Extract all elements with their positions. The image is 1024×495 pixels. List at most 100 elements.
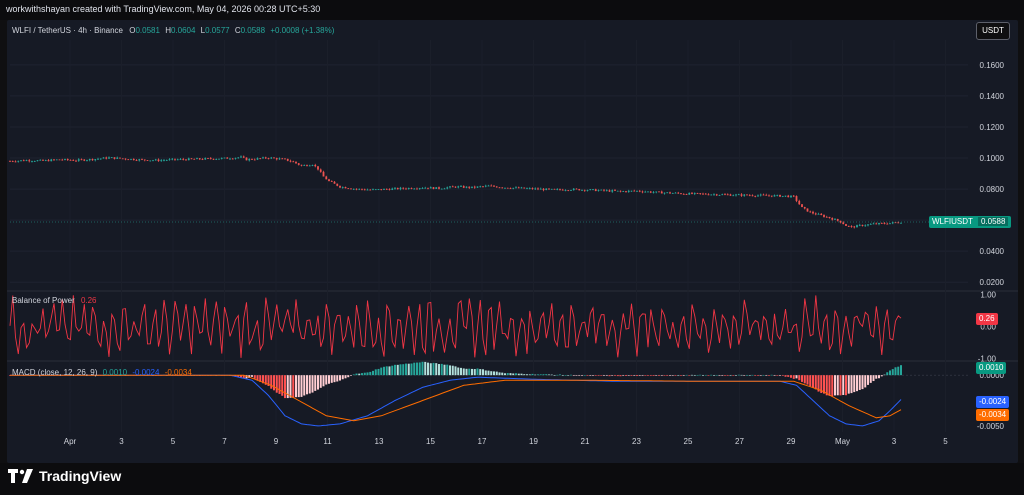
macd-hist-bar: [803, 375, 806, 384]
candle-body: [572, 188, 575, 191]
macd-hist-bar: [622, 375, 625, 376]
macd-hist-bar: [278, 375, 281, 394]
macd-hist-bar: [880, 375, 883, 377]
candle-body: [586, 190, 589, 191]
candle-body: [729, 194, 732, 196]
candle-body: [50, 159, 53, 162]
symbol-legend[interactable]: WLFI / TetherUS · 4h · Binance O0.0581 H…: [12, 26, 334, 35]
candle-body: [550, 188, 553, 190]
tradingview-logo[interactable]: TradingView: [8, 468, 121, 484]
change-value: +0.0008 (+1.38%): [270, 26, 335, 35]
candle-body: [759, 194, 762, 196]
macd-hist-bar: [710, 374, 713, 376]
candle-body: [817, 213, 820, 215]
candle-body: [88, 158, 91, 161]
footer: [0, 463, 1024, 495]
macd-hist-bar: [757, 375, 759, 376]
macd-hist-bar: [649, 375, 652, 376]
candle-body: [674, 192, 677, 194]
macd-hist-bar: [699, 374, 702, 376]
open-label: O: [129, 26, 136, 35]
candle-body: [66, 158, 69, 160]
candle-body: [718, 194, 721, 196]
macd-hist-bar: [300, 375, 303, 397]
macd-hist-bar: [847, 375, 850, 394]
candle-body: [165, 160, 168, 161]
macd-hist-bar: [748, 375, 751, 376]
macd-title: MACD (close, 12, 26, 9): [12, 368, 98, 377]
time-tick-label: 29: [787, 437, 796, 446]
macd-hist-bar: [374, 369, 377, 376]
candle-body: [273, 157, 275, 159]
macd-hist-bar: [644, 375, 647, 376]
candle-body: [363, 189, 366, 191]
candle-body: [660, 191, 663, 194]
candle-body: [781, 195, 784, 197]
candle-body: [28, 160, 31, 162]
candle-body: [352, 188, 355, 190]
candle-body: [850, 226, 853, 227]
candle-body: [429, 187, 432, 189]
macd-hist-bar: [438, 364, 440, 376]
bop-legend[interactable]: Balance of Power 0.26: [12, 296, 97, 305]
macd-hist-bar: [619, 375, 622, 377]
candle-body: [121, 158, 124, 160]
candle-body: [685, 194, 688, 195]
macd-hist-bar: [856, 375, 858, 392]
macd-hist-bar: [806, 375, 809, 385]
price-tick-label: 0.0200: [980, 278, 1005, 287]
candle-body: [473, 186, 476, 188]
macd-hist-bar: [570, 374, 572, 376]
candle-body: [479, 186, 482, 188]
macd-hist-bar: [853, 375, 856, 393]
bop-axis-label: 0.26: [976, 313, 998, 325]
macd-hist-bar: [809, 375, 812, 387]
macd-hist-bar: [325, 375, 328, 385]
macd-hist-bar: [823, 375, 825, 394]
macd-hist-bar: [586, 375, 589, 376]
currency-unit-button[interactable]: USDT: [976, 22, 1010, 40]
candle-body: [897, 222, 900, 224]
macd-hist-bar: [416, 362, 418, 376]
macd-legend[interactable]: MACD (close, 12, 26, 9) 0.0010 -0.0024 -…: [12, 368, 192, 377]
macd-hist-bar: [545, 374, 548, 376]
candle-body: [259, 158, 262, 160]
macd-hist-bar: [493, 371, 495, 376]
macd-hist-bar: [666, 375, 669, 376]
macd-hist-bar: [506, 373, 509, 376]
macd-hist-bar: [484, 370, 487, 376]
macd-hist-bar: [330, 375, 333, 383]
candle-body: [347, 188, 350, 190]
candle-body: [737, 194, 740, 196]
candle-body: [825, 216, 828, 218]
macd-hist-bar: [801, 375, 803, 382]
candle-body: [58, 159, 61, 161]
candle-body: [94, 159, 97, 161]
candle-body: [385, 188, 388, 190]
high-label: H: [165, 26, 171, 35]
candle-body: [14, 161, 17, 163]
symbol-title[interactable]: WLFI / TetherUS · 4h · Binance: [12, 26, 124, 35]
macd-hist-bar: [575, 375, 578, 376]
candle-body: [185, 159, 187, 161]
candle-body: [666, 192, 669, 194]
bop-line: [9, 295, 902, 358]
macd-hist-bar: [402, 364, 405, 376]
macd-hist-bar: [289, 375, 292, 398]
time-tick-label: 11: [323, 437, 332, 446]
macd-hist-bar: [658, 375, 660, 376]
macd-hist-bar: [526, 374, 528, 376]
candle-body: [693, 192, 696, 194]
candle-body: [487, 185, 490, 187]
macd-hist-bar: [842, 375, 845, 395]
candle-body: [251, 158, 253, 160]
candle-body: [831, 218, 834, 220]
macd-hist-bar: [512, 373, 515, 376]
macd-hist-bar: [358, 373, 361, 376]
macd-hist-bar: [567, 375, 570, 376]
macd-hist-bar: [509, 373, 512, 376]
macd-hist-bar: [482, 369, 484, 376]
candle-body: [603, 189, 605, 191]
macd-hist-bar: [721, 375, 724, 376]
